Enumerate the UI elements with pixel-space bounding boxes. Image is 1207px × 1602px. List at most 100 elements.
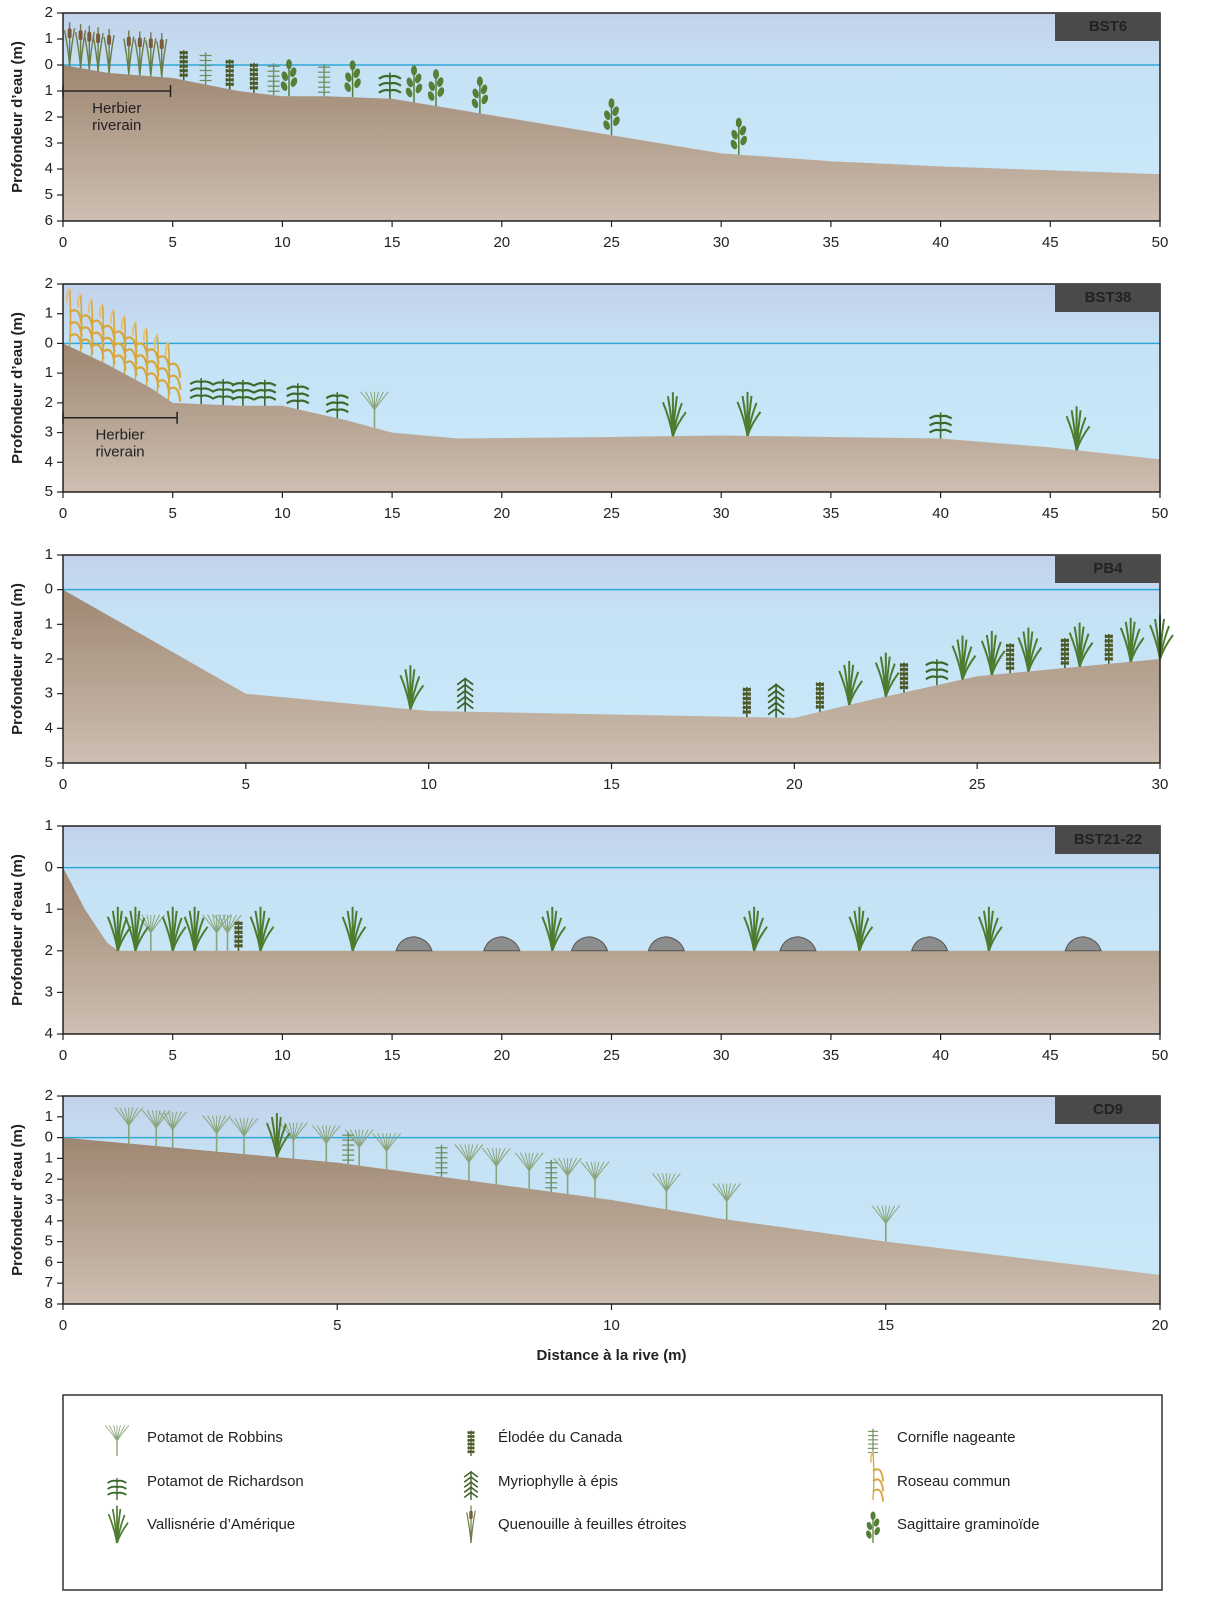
- plant-part: [358, 1129, 374, 1148]
- plant: [229, 1117, 259, 1155]
- plant: [265, 1113, 291, 1158]
- plant-part: [179, 50, 188, 55]
- y-tick-label: 0: [45, 1129, 53, 1146]
- y-tick-label: 0: [45, 334, 53, 351]
- plant: [225, 59, 234, 90]
- plant-part: [928, 414, 953, 420]
- plant: [977, 906, 1003, 952]
- legend-icon: [869, 1450, 885, 1502]
- plant-part: [1075, 425, 1091, 451]
- x-tick-label: 20: [493, 1047, 510, 1064]
- station-label: BST38: [1085, 289, 1132, 306]
- x-tick-label: 15: [603, 776, 620, 793]
- plant-part: [67, 28, 72, 39]
- plant: [231, 379, 255, 406]
- plant-part: [159, 39, 164, 50]
- y-tick-label: 4: [45, 719, 53, 736]
- plant: [1104, 633, 1114, 664]
- plant-part: [87, 298, 93, 314]
- plant-part: [928, 428, 953, 434]
- plant-part: [107, 35, 112, 45]
- plant: [202, 914, 231, 951]
- plant-part: [1005, 648, 1015, 653]
- plant-part: [472, 88, 479, 99]
- legend-label: Myriophylle à épis: [498, 1473, 618, 1490]
- plant-part: [594, 1161, 610, 1181]
- plant: [202, 1115, 231, 1152]
- plant: [164, 341, 182, 403]
- plant-part: [467, 1434, 475, 1439]
- plant-part: [231, 382, 255, 387]
- plant-part: [815, 704, 825, 709]
- plant-part: [76, 293, 82, 309]
- plant: [360, 391, 389, 428]
- plant-part: [142, 327, 148, 342]
- x-tick-label: 0: [59, 234, 67, 251]
- plant-part: [234, 934, 243, 939]
- x-tick-label: 5: [169, 234, 177, 251]
- plant-part: [899, 681, 909, 685]
- y-axis-label: Profondeur d’eau (m): [9, 312, 26, 464]
- plant-part: [872, 1468, 885, 1482]
- x-tick-label: 5: [169, 505, 177, 522]
- y-tick-label: 1: [45, 1108, 53, 1125]
- plant: [372, 1132, 401, 1170]
- plant: [815, 681, 825, 712]
- plant-part: [613, 116, 620, 126]
- plant-part: [386, 1132, 401, 1152]
- plant-part: [378, 81, 402, 87]
- x-tick-label: 35: [823, 234, 840, 251]
- x-tick-label: 10: [603, 1317, 620, 1334]
- plant-part: [873, 1518, 880, 1527]
- station-label-box: [1055, 284, 1160, 312]
- plant-part: [79, 293, 83, 352]
- plant: [183, 906, 209, 952]
- plant-part: [68, 288, 72, 347]
- x-tick-label: 25: [603, 505, 620, 522]
- plant-part: [107, 1491, 127, 1496]
- plant: [399, 665, 425, 710]
- y-tick-label: 1: [45, 900, 53, 917]
- y-tick-label: 4: [45, 1212, 53, 1229]
- plant-part: [179, 59, 188, 64]
- ground-area: [63, 867, 1160, 1034]
- plant-part: [107, 1485, 127, 1490]
- plant-part: [866, 1530, 872, 1539]
- plant-part: [767, 689, 785, 698]
- plant: [742, 687, 752, 717]
- legend-label: Potamot de Robbins: [147, 1429, 283, 1446]
- plant: [249, 906, 275, 952]
- plant-part: [1104, 647, 1114, 652]
- plant: [427, 69, 445, 107]
- plant: [341, 906, 367, 952]
- plant-part: [137, 37, 142, 48]
- plant-part: [354, 78, 361, 88]
- y-tick-label: 1: [45, 30, 53, 47]
- plant: [848, 906, 874, 952]
- x-tick-label: 35: [823, 505, 840, 522]
- plant: [286, 383, 310, 410]
- plant-part: [925, 661, 949, 667]
- x-tick-label: 10: [274, 1047, 291, 1064]
- plant: [123, 30, 135, 75]
- plant-part: [815, 700, 825, 705]
- plant-part: [234, 925, 243, 930]
- plant-part: [234, 939, 243, 944]
- x-tick-label: 20: [493, 234, 510, 251]
- plant-part: [189, 387, 213, 393]
- y-tick-label: 5: [45, 754, 53, 771]
- plant-part: [378, 74, 402, 80]
- plant-part: [961, 654, 977, 680]
- plant-part: [216, 1115, 231, 1134]
- plant-part: [171, 926, 187, 952]
- annotation-text: Herbier: [95, 427, 144, 444]
- plant-part: [211, 388, 235, 394]
- plant-part: [211, 395, 235, 401]
- plant-part: [742, 692, 752, 696]
- plant: [145, 32, 157, 77]
- plant-part: [259, 926, 275, 952]
- plant-part: [225, 68, 234, 73]
- plant-part: [179, 55, 188, 60]
- y-tick-label: 4: [45, 160, 53, 177]
- y-tick-label: 3: [45, 134, 53, 151]
